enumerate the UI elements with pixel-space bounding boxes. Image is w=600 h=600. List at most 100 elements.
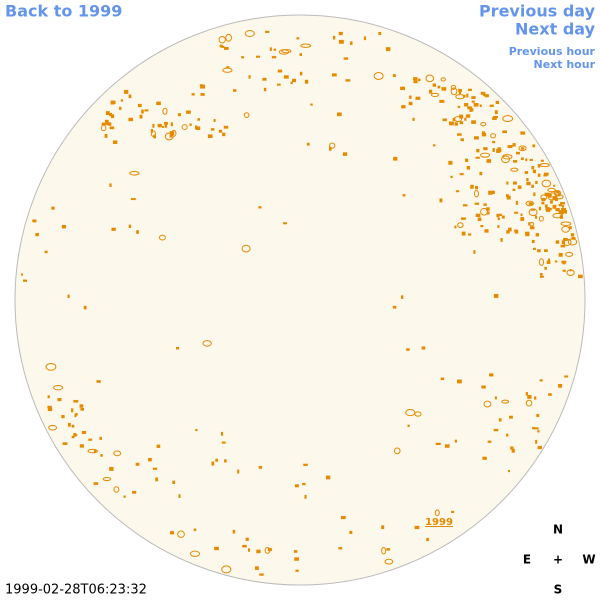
feature [525,399,533,407]
previous-day-link[interactable]: Previous day [479,2,596,21]
feature [568,226,572,230]
feature [483,203,487,206]
feature [486,159,492,163]
feature [292,78,297,83]
feature [459,121,464,125]
feature [245,537,249,541]
feature [128,94,132,99]
feature [191,93,195,96]
feature [310,103,313,106]
feature [508,227,512,232]
feature [548,393,552,396]
feature [562,262,566,265]
feature [101,122,107,126]
feature [473,190,480,198]
feature [528,208,538,217]
feature [226,66,230,69]
feature [539,379,543,382]
feature [213,118,216,123]
feature [241,56,245,59]
feature [561,211,564,215]
feature [525,158,528,162]
feature [214,546,219,551]
next-hour-link[interactable]: Next hour [534,58,596,71]
feature [393,156,398,161]
feature [171,129,177,137]
feature [169,531,175,535]
feature [520,217,525,221]
feature [457,133,462,136]
feature [222,132,226,137]
next-day-link[interactable]: Next day [515,20,596,39]
feature [412,117,415,121]
feature [153,134,156,139]
feature [123,89,129,94]
feature [136,230,139,234]
feature [526,181,531,186]
feature [255,55,261,58]
feature [544,249,548,253]
feature [531,184,534,188]
feature [414,525,420,530]
feature [332,35,336,40]
year-link[interactable]: 1999 [425,517,453,528]
feature [532,169,537,174]
feature [67,294,70,299]
feature [152,467,158,470]
feature [178,494,181,498]
feature [220,431,224,436]
feature [408,101,413,106]
feature [302,482,306,486]
feature [141,109,144,114]
feature [418,78,421,82]
feature [258,206,262,209]
feature [506,181,509,185]
feature [338,547,343,550]
feature [207,134,213,139]
feature [534,427,539,430]
timestamp: 1999-02-28T06:23:32 [5,583,147,598]
feature [475,185,479,190]
previous-hour-link[interactable]: Previous hour [509,45,596,58]
feature [465,158,469,162]
feature [45,362,57,371]
feature [401,295,404,299]
feature [450,87,458,96]
feature [460,217,466,220]
feature [484,229,489,233]
feature [532,247,536,251]
feature [415,96,421,100]
feature [71,408,74,413]
feature [514,229,518,232]
feature [455,190,460,193]
feature [44,250,48,254]
feature [329,142,336,149]
feature [104,133,108,138]
feature [363,36,367,41]
feature [300,43,312,48]
feature [462,94,466,98]
feature [496,213,500,218]
feature [113,486,120,493]
feature [538,258,545,266]
feature [514,211,519,214]
feature [554,260,558,263]
feature [521,147,525,150]
back-link[interactable]: Back to 1999 [5,2,122,21]
feature [475,213,481,217]
feature [219,44,223,48]
feature [112,140,118,144]
feature [528,202,533,205]
feature [432,144,436,147]
feature [197,118,201,121]
feature [181,124,188,131]
feature [413,77,418,81]
feature [248,548,251,552]
feature [406,348,410,351]
feature [242,544,247,548]
feature [531,166,535,170]
feature [265,30,270,33]
feature [525,231,530,235]
feature [218,129,223,133]
